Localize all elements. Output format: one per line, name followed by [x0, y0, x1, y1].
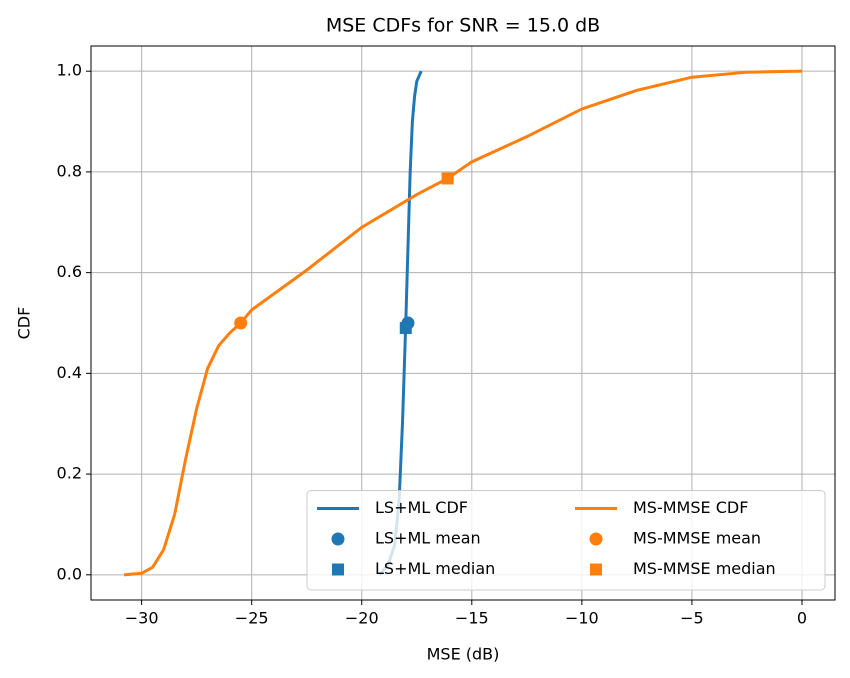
legend-label: MS-MMSE median — [633, 559, 776, 578]
y-axis-label: CDF — [15, 307, 34, 340]
legend: LS+ML CDF LS+ML mean LS+ML median MS-MMSE C… — [306, 490, 826, 591]
legend-box — [306, 490, 826, 591]
x-axis-label: MSE (dB) — [427, 645, 500, 664]
legend-label: LS+ML CDF — [375, 498, 468, 517]
y-tick-label: 0.0 — [57, 564, 82, 583]
x-tick-label: −10 — [565, 609, 599, 628]
legend-label: LS+ML mean — [375, 529, 481, 548]
legend-label: MS-MMSE mean — [633, 529, 761, 548]
legend-swatch — [589, 532, 603, 546]
x-tick-label: 0 — [797, 609, 807, 628]
x-tick-label: −15 — [455, 609, 489, 628]
legend-swatch — [331, 532, 345, 546]
y-tick-label: 0.8 — [57, 161, 82, 180]
square-marker — [441, 172, 454, 185]
legend-label: MS-MMSE CDF — [633, 498, 748, 517]
plot-frame — [90, 45, 836, 601]
legend-label: LS+ML median — [375, 559, 495, 578]
y-tick-label: 0.6 — [57, 262, 82, 281]
x-tick-label: −25 — [235, 609, 269, 628]
x-tick-label: −30 — [125, 609, 159, 628]
legend-swatch — [590, 563, 602, 576]
chart-title: MSE CDFs for SNR = 15.0 dB — [326, 15, 600, 37]
legend-swatch — [332, 563, 344, 576]
y-tick-label: 0.4 — [57, 363, 82, 382]
cdf-line — [123, 69, 803, 577]
x-tick-label: −5 — [680, 609, 704, 628]
circle-marker — [234, 316, 248, 330]
y-tick-label: 1.0 — [57, 61, 82, 80]
x-tick-label: −20 — [345, 609, 379, 628]
y-tick-label: 0.2 — [57, 464, 82, 483]
square-marker — [399, 322, 412, 335]
